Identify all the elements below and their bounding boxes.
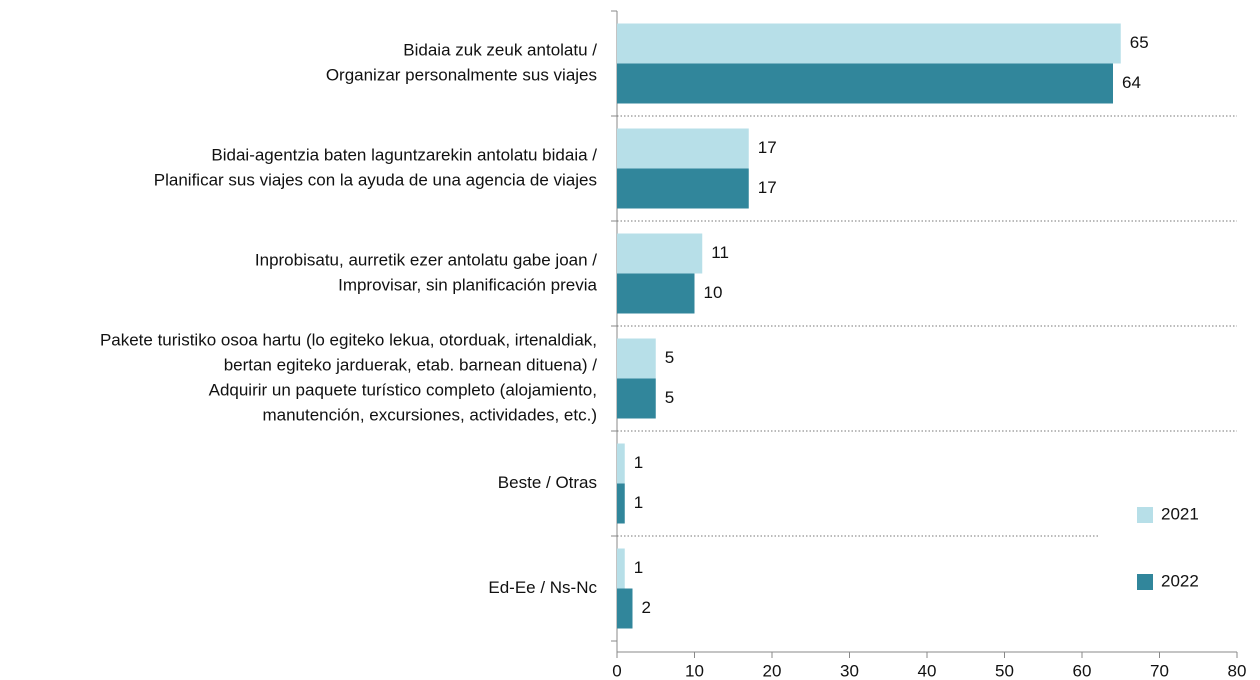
x-tick-label: 50 bbox=[995, 661, 1014, 680]
value-label: 1 bbox=[634, 493, 643, 512]
bar bbox=[617, 378, 656, 419]
bar bbox=[617, 443, 625, 484]
value-label: 65 bbox=[1130, 33, 1149, 52]
x-tick-label: 60 bbox=[1073, 661, 1092, 680]
x-tick-label: 20 bbox=[763, 661, 782, 680]
bar bbox=[617, 168, 749, 209]
bar bbox=[617, 23, 1121, 64]
y-tick-label: Bidaia zuk zeuk antolatu / bbox=[403, 40, 597, 59]
bar bbox=[617, 588, 633, 629]
y-tick-label: Adquirir un paquete turístico completo (… bbox=[209, 380, 597, 399]
y-tick-label: Inprobisatu, aurretik ezer antolatu gabe… bbox=[255, 250, 597, 269]
x-tick-label: 30 bbox=[840, 661, 859, 680]
value-label: 1 bbox=[634, 558, 643, 577]
y-tick-label: Organizar personalmente sus viajes bbox=[326, 65, 597, 84]
legend-label: 2022 bbox=[1161, 571, 1199, 590]
value-label: 5 bbox=[665, 348, 674, 367]
y-tick-label: Improvisar, sin planificación previa bbox=[338, 275, 597, 294]
value-label: 17 bbox=[758, 138, 777, 157]
value-label: 64 bbox=[1122, 73, 1141, 92]
bar bbox=[617, 128, 749, 169]
value-label: 2 bbox=[642, 598, 651, 617]
x-tick-label: 70 bbox=[1150, 661, 1169, 680]
y-tick-label: manutención, excursiones, actividades, e… bbox=[262, 405, 597, 424]
legend-swatch bbox=[1137, 507, 1153, 523]
value-label: 10 bbox=[704, 283, 723, 302]
y-tick-label: Ed-Ee / Ns-Nc bbox=[488, 578, 597, 597]
x-tick-label: 10 bbox=[685, 661, 704, 680]
y-tick-label: Beste / Otras bbox=[498, 473, 597, 492]
value-label: 1 bbox=[634, 453, 643, 472]
value-label: 17 bbox=[758, 178, 777, 197]
x-tick-label: 0 bbox=[612, 661, 621, 680]
legend-label: 2021 bbox=[1161, 504, 1199, 523]
bar bbox=[617, 483, 625, 524]
y-tick-label: Pakete turistiko osoa hartu (lo egiteko … bbox=[100, 330, 597, 349]
value-label: 11 bbox=[711, 243, 729, 262]
legend-swatch bbox=[1137, 574, 1153, 590]
x-tick-label: 40 bbox=[918, 661, 937, 680]
bar bbox=[617, 548, 625, 589]
bar bbox=[617, 338, 656, 379]
y-tick-label: Bidai-agentzia baten laguntzarekin antol… bbox=[211, 145, 597, 164]
y-tick-label: bertan egiteko jarduerak, etab. barnean … bbox=[224, 355, 598, 374]
bar bbox=[617, 63, 1113, 104]
bar bbox=[617, 273, 695, 314]
y-tick-label: Planificar sus viajes con la ayuda de un… bbox=[154, 170, 597, 189]
bar bbox=[617, 233, 703, 274]
x-tick-label: 80 bbox=[1228, 661, 1247, 680]
value-label: 5 bbox=[665, 388, 674, 407]
